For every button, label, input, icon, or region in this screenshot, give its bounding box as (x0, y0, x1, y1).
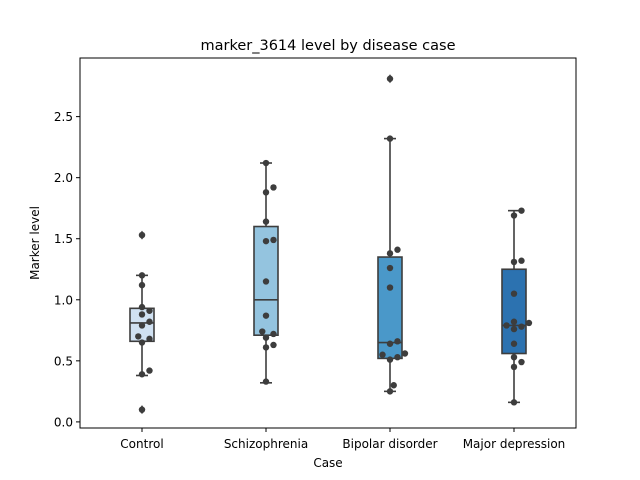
data-point (262, 159, 270, 167)
data-point (262, 237, 270, 245)
data-point (510, 353, 518, 361)
data-point (138, 231, 146, 239)
data-point (386, 356, 394, 363)
box-group-major-depression (501, 209, 527, 404)
data-point (138, 311, 146, 318)
data-point (518, 323, 525, 330)
data-point (386, 75, 394, 82)
data-point (138, 406, 146, 413)
data-point (138, 371, 146, 378)
data-point (503, 322, 510, 329)
data-point (146, 367, 153, 374)
data-point (262, 218, 270, 225)
data-point (386, 264, 394, 272)
data-point (510, 290, 518, 297)
swarm-group (503, 207, 533, 406)
y-tick-label: 0.5 (54, 354, 73, 368)
data-point (510, 340, 518, 347)
data-point (270, 341, 277, 349)
x-tick-label: Control (120, 437, 163, 451)
data-point (262, 334, 270, 341)
data-point (518, 358, 525, 366)
data-point (518, 207, 525, 214)
data-point (510, 363, 518, 371)
x-tick-label: Major depression (463, 437, 566, 451)
data-point (510, 399, 518, 406)
x-axis-label: Case (313, 456, 342, 470)
data-point (135, 333, 142, 340)
data-point (510, 258, 518, 266)
data-point (394, 246, 401, 253)
data-point (262, 189, 270, 196)
data-point (262, 312, 270, 319)
x-tick-label: Schizophrenia (224, 437, 308, 451)
data-point (270, 184, 277, 191)
data-point (390, 382, 397, 389)
data-point (146, 307, 153, 314)
data-point (138, 272, 146, 279)
swarm-group (259, 159, 277, 385)
data-point (146, 318, 153, 325)
y-tick-label: 1.5 (54, 232, 73, 246)
data-point (386, 284, 394, 291)
data-point (138, 339, 146, 346)
plot-frame (79, 57, 577, 429)
data-point (262, 378, 270, 385)
data-point (510, 212, 518, 219)
swarm-group (135, 231, 153, 413)
data-point (386, 340, 394, 347)
y-tick-label: 2.5 (54, 110, 73, 124)
data-point (262, 344, 270, 351)
data-point (394, 338, 401, 345)
data-point (379, 351, 386, 358)
data-point (401, 350, 409, 357)
y-axis: 0.0 0.5 1.0 1.5 2.0 2.5 (54, 110, 80, 429)
x-axis: Control Schizophrenia Bipolar disorder Majo… (120, 428, 565, 451)
y-tick-label: 0.0 (54, 415, 73, 429)
data-point (386, 250, 394, 257)
y-tick-label: 1.0 (54, 293, 73, 307)
data-point (510, 325, 518, 333)
y-axis-label: Marker level (28, 206, 42, 280)
data-point (525, 319, 533, 327)
data-point (262, 278, 270, 285)
y-tick-label: 2.0 (54, 171, 73, 185)
data-point (270, 330, 277, 338)
swarm-group (379, 75, 409, 395)
data-point (386, 388, 394, 395)
x-tick-label: Bipolar disorder (342, 437, 437, 451)
data-point (386, 135, 394, 142)
data-point (518, 257, 525, 264)
data-point (146, 335, 153, 343)
data-point (270, 236, 277, 244)
data-point (394, 353, 401, 361)
data-point (138, 322, 146, 329)
data-point (259, 328, 266, 335)
box-iqr (501, 268, 527, 355)
data-point (138, 281, 146, 289)
data-point (138, 303, 146, 311)
chart-title: marker_3614 level by disease case (201, 38, 456, 54)
data-point (510, 318, 518, 325)
